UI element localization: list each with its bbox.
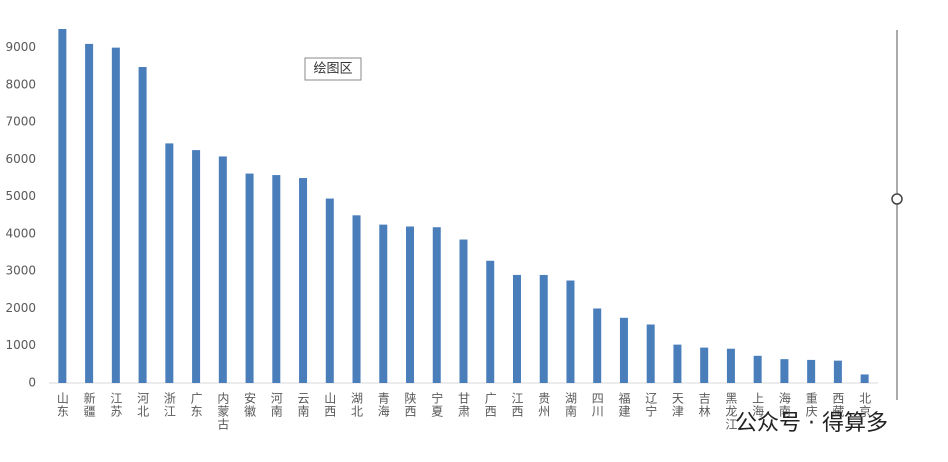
- x-tick-label: 江西: [510, 392, 524, 418]
- y-tick-label: 6000: [5, 152, 36, 166]
- x-tick-label: 河北: [136, 392, 150, 418]
- x-tick-label: 安徽: [243, 391, 257, 418]
- bar: [619, 317, 628, 383]
- y-tick-label: 8000: [5, 77, 36, 91]
- bar: [566, 280, 575, 383]
- x-tick-label: 黑龙江: [724, 392, 738, 431]
- bar: [753, 355, 762, 383]
- bar: [218, 156, 227, 383]
- x-tick-label: 青海: [376, 392, 390, 418]
- bar: [860, 374, 869, 383]
- bar: [165, 143, 174, 383]
- x-tick-label: 江苏: [109, 392, 123, 418]
- bar: [192, 150, 201, 383]
- x-tick-label: 云南: [296, 392, 310, 418]
- x-tick-label: 西藏: [831, 392, 845, 418]
- y-tick-label: 1000: [5, 338, 36, 352]
- x-tick-label: 新疆: [82, 391, 96, 418]
- bar: [138, 67, 147, 383]
- y-tick-label: 5000: [5, 189, 36, 203]
- x-tick-label: 天津: [670, 392, 684, 418]
- y-tick-label: 7000: [5, 115, 36, 129]
- x-tick-label: 吉林: [697, 392, 711, 418]
- bar: [780, 359, 789, 383]
- tooltip-box: [304, 57, 362, 81]
- x-tick-label: 广西: [483, 392, 497, 418]
- bar: [406, 226, 415, 383]
- bar: [325, 198, 334, 383]
- y-tick-label: 9000: [5, 40, 36, 54]
- x-tick-label: 北京: [858, 392, 872, 418]
- x-tick-label: 贵州: [537, 392, 551, 418]
- x-tick-label: 内蒙古: [216, 392, 230, 431]
- x-tick-label: 山东: [55, 392, 69, 418]
- tooltip: 绘图区: [313, 62, 352, 77]
- x-tick-label: 上海: [751, 392, 765, 418]
- x-tick-label: 浙江: [162, 392, 176, 418]
- y-tick-label: 0: [28, 376, 36, 390]
- resize-handle[interactable]: [891, 193, 903, 205]
- bar: [646, 324, 655, 383]
- bar: [58, 29, 67, 383]
- x-tick-label: 重庆: [804, 392, 818, 418]
- bar: [512, 274, 521, 383]
- watermark: 公众号 · 得算多: [735, 411, 888, 436]
- x-tick-label: 宁夏: [430, 391, 444, 418]
- bar: [85, 43, 94, 383]
- x-tick-label: 四川: [590, 392, 604, 418]
- bar: [352, 215, 361, 383]
- y-tick-label: 4000: [5, 226, 36, 240]
- bar: [539, 274, 548, 383]
- bar: [272, 175, 281, 383]
- x-tick-label: 湖北: [350, 391, 364, 418]
- x-tick-label: 陕西: [403, 391, 417, 418]
- bar: [833, 360, 842, 383]
- x-tick-label: 福建: [617, 391, 631, 418]
- x-tick-label: 河南: [269, 392, 283, 418]
- bar: [673, 344, 682, 383]
- bar: [807, 359, 816, 383]
- x-tick-label: 辽宁: [644, 392, 658, 418]
- bar: [432, 227, 441, 383]
- bar: [486, 260, 495, 383]
- bar: [379, 224, 388, 383]
- x-tick-label: 甘肃: [457, 392, 471, 418]
- bar: [593, 308, 602, 383]
- bar: [459, 239, 468, 383]
- bar: [245, 173, 254, 383]
- bar: [700, 347, 709, 383]
- y-tick-label: 3000: [5, 264, 36, 278]
- bar: [111, 47, 120, 383]
- y-tick-label: 2000: [5, 301, 36, 315]
- x-tick-label: 山西: [323, 392, 337, 418]
- x-tick-label: 广东: [189, 392, 203, 418]
- bar: [726, 348, 735, 383]
- bar: [299, 178, 308, 383]
- x-tick-label: 海南: [777, 391, 791, 418]
- x-tick-label: 湖南: [563, 391, 577, 418]
